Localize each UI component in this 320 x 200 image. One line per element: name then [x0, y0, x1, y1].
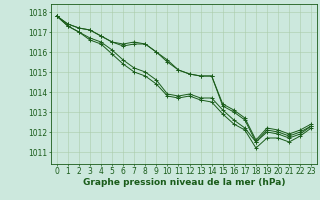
X-axis label: Graphe pression niveau de la mer (hPa): Graphe pression niveau de la mer (hPa)	[83, 178, 285, 187]
